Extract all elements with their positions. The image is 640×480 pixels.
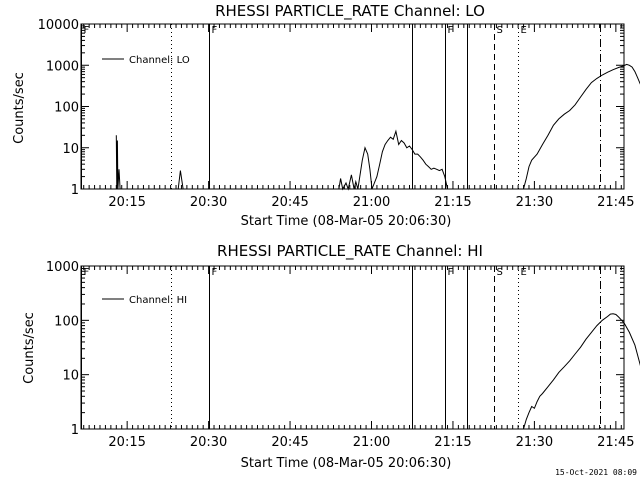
marker-label: S — [497, 267, 503, 278]
x-tick-label: 21:45 — [597, 435, 634, 450]
legend-label: Channel: LO — [129, 55, 190, 66]
x-tick-label: 21:15 — [434, 435, 471, 450]
y-tick-label: 1 — [71, 183, 79, 198]
timestamp: 15-Oct-2021 08:09 — [555, 468, 637, 477]
plot-frame — [80, 23, 625, 190]
legend: Channel: LO — [102, 55, 190, 66]
marker-label: F — [212, 25, 218, 36]
x-tick-label: 21:15 — [434, 195, 471, 210]
x-tick-label: 20:30 — [190, 195, 227, 210]
y-axis-ticks: 1 10 100 1000 10000 — [38, 18, 624, 198]
y-axis-ticks: 1 10 100 1000 — [46, 260, 624, 438]
x-tick-label: 20:45 — [271, 195, 308, 210]
x-tick-label: 20:15 — [108, 195, 145, 210]
legend-label: Channel: HI — [129, 295, 187, 306]
legend: Channel: HI — [102, 295, 187, 306]
y-axis-label: Counts/sec — [12, 72, 27, 144]
x-tick-label: 21:45 — [597, 195, 634, 210]
y-tick-label: 1000 — [46, 260, 79, 275]
x-axis-ticks: 20:15 20:30 20:45 21:00 21:15 21:30 21:45 — [83, 24, 635, 210]
y-tick-label: 1 — [71, 423, 79, 438]
series-line — [115, 63, 640, 191]
marker-label: E — [521, 267, 527, 278]
plot-frame — [80, 265, 625, 430]
y-tick-label: 10 — [62, 142, 79, 157]
chart-panel-hi: RHESSI PARTICLE_RATE Channel: HI Counts/… — [22, 242, 640, 471]
chart-panel-lo: RHESSI PARTICLE_RATE Channel: LO Counts/… — [12, 2, 640, 229]
series-lines — [523, 313, 640, 430]
y-tick-label: 100 — [54, 101, 79, 116]
series-lines — [115, 63, 640, 191]
x-tick-label: 21:00 — [353, 195, 390, 210]
marker-label: S — [497, 25, 503, 36]
y-tick-label: 10 — [62, 369, 79, 384]
y-tick-label: 10000 — [38, 18, 79, 33]
marker-label: F — [84, 25, 90, 36]
marker-label: F — [84, 267, 90, 278]
marker-label: F — [448, 25, 454, 36]
chart-title: RHESSI PARTICLE_RATE Channel: HI — [217, 242, 483, 261]
x-tick-label: 21:30 — [516, 195, 553, 210]
y-tick-label: 1000 — [46, 59, 79, 74]
x-axis-label: Start Time (08-Mar-05 20:06:30) — [241, 456, 452, 471]
x-tick-label: 20:15 — [108, 435, 145, 450]
marker-label: F — [212, 267, 218, 278]
x-tick-label: 20:45 — [271, 435, 308, 450]
x-tick-label: 21:30 — [516, 435, 553, 450]
y-axis-label: Counts/sec — [22, 312, 37, 384]
y-tick-label: 100 — [54, 314, 79, 329]
x-axis-ticks: 20:15 20:30 20:45 21:00 21:15 21:30 21:45 — [83, 266, 635, 450]
x-tick-label: 21:00 — [353, 435, 390, 450]
series-line — [523, 313, 640, 430]
x-tick-label: 20:30 — [190, 435, 227, 450]
x-axis-label: Start Time (08-Mar-05 20:06:30) — [241, 214, 452, 229]
marker-label: F — [448, 267, 454, 278]
marker-label: E — [521, 25, 527, 36]
chart-title: RHESSI PARTICLE_RATE Channel: LO — [215, 2, 485, 21]
